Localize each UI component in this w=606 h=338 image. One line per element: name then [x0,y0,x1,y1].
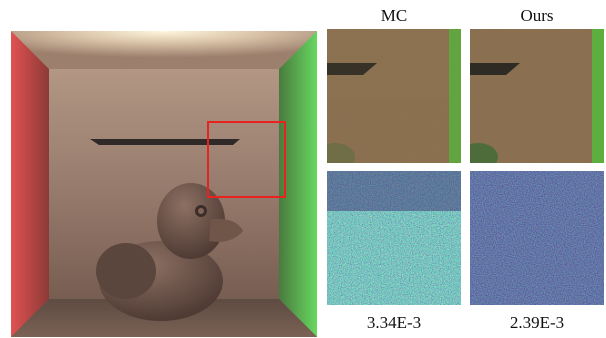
crop-highlight-box [207,121,286,198]
error-map-mc [327,171,461,305]
column-header-ours: Ours [520,6,554,25]
error-map-ours [470,171,604,305]
main-render [11,31,317,337]
metric-ours: 2.39E-3 [509,313,565,332]
metric-mc: 3.34E-3 [366,313,422,332]
crop-mc [327,29,461,163]
column-header-mc: MC [380,6,408,25]
crop-ours [470,29,604,163]
